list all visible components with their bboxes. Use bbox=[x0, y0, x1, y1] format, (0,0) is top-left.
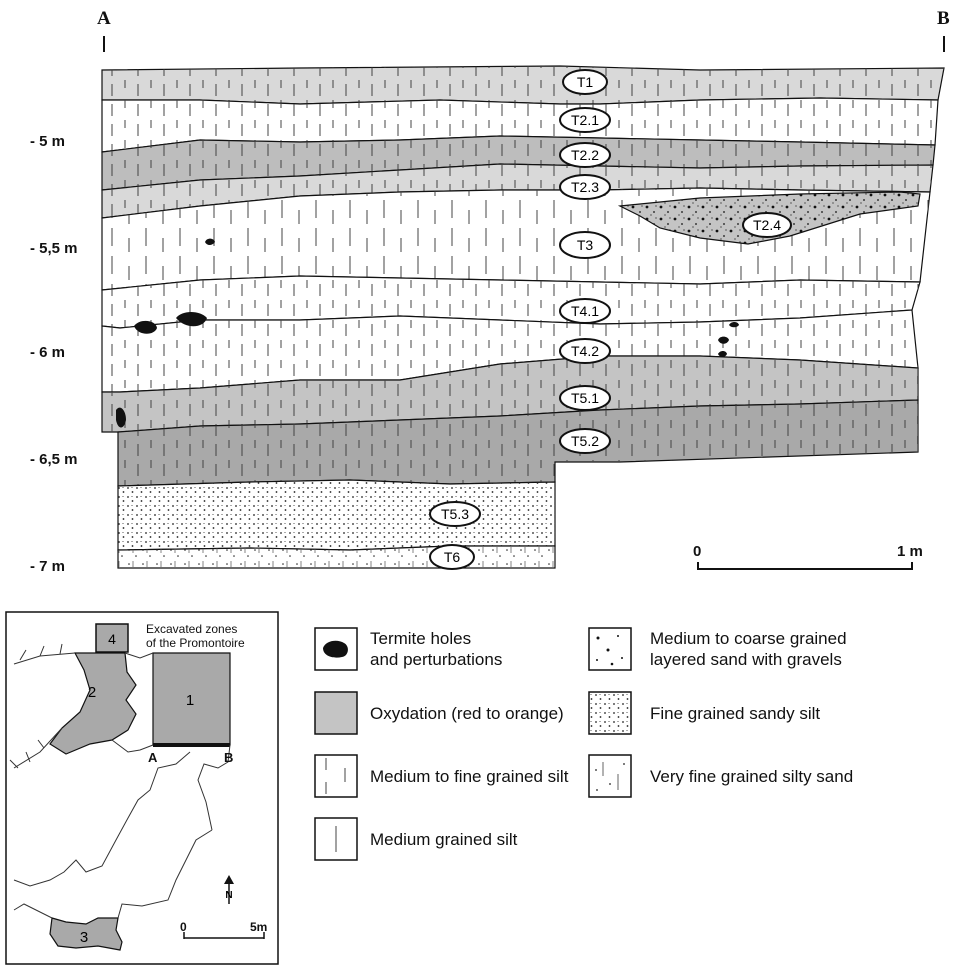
svg-text:T4.1: T4.1 bbox=[571, 303, 599, 319]
legend-label-medium-fine-silt: Medium to fine grained silt bbox=[370, 767, 569, 786]
zone-2-area bbox=[49, 652, 137, 755]
zone-1-label: 1 bbox=[186, 692, 194, 709]
zone-3-area bbox=[49, 917, 123, 951]
svg-text:T2.3: T2.3 bbox=[571, 179, 599, 195]
layer-label-t2-3: T2.3 bbox=[559, 174, 611, 200]
termite-hole bbox=[205, 238, 215, 245]
legend-swatch-oxydation bbox=[314, 691, 358, 735]
depth-label-6-5m: - 6,5 m bbox=[30, 451, 78, 468]
svg-text:T2.4: T2.4 bbox=[753, 217, 781, 233]
legend-label-coarse-sand: Medium to coarse grained layered sand wit… bbox=[650, 629, 847, 669]
svg-text:T4.2: T4.2 bbox=[571, 343, 599, 359]
section-endpoint-b: B bbox=[937, 8, 950, 29]
svg-text:T2.2: T2.2 bbox=[571, 147, 599, 163]
termite-hole bbox=[718, 336, 729, 344]
zone-2-label: 2 bbox=[88, 684, 96, 701]
layer-label-t2-2: T2.2 bbox=[559, 142, 611, 168]
legend-swatch-silty-sand bbox=[588, 754, 632, 798]
svg-text:T5.1: T5.1 bbox=[571, 390, 599, 406]
layer-label-t1: T1 bbox=[562, 69, 608, 95]
termite-hole bbox=[116, 407, 126, 428]
layer-label-t6: T6 bbox=[429, 544, 475, 570]
legend-swatch-termite bbox=[314, 627, 358, 671]
scale-label-one-meter: 1 m bbox=[897, 543, 923, 560]
layer-label-t2-4: T2.4 bbox=[742, 212, 792, 238]
termite-hole bbox=[729, 322, 739, 328]
inset-scale-zero: 0 bbox=[180, 920, 187, 934]
depth-label-5m: - 5 m bbox=[30, 133, 66, 150]
svg-text:T1: T1 bbox=[577, 74, 594, 90]
zone-3-label: 3 bbox=[80, 929, 88, 946]
scale-label-zero: 0 bbox=[693, 543, 702, 560]
legend-label-silty-sand: Very fine grained silty sand bbox=[650, 767, 854, 786]
svg-text:T5.3: T5.3 bbox=[441, 506, 469, 522]
legend-label-medium-silt: Medium grained silt bbox=[370, 830, 518, 849]
depth-label-5-5m: - 5,5 m bbox=[30, 240, 78, 257]
layer-label-t5-2: T5.2 bbox=[559, 428, 611, 454]
depth-label-7m: - 7 m bbox=[30, 558, 66, 575]
inset-scale-bar bbox=[183, 932, 265, 939]
svg-text:T2.1: T2.1 bbox=[571, 112, 599, 128]
legend-label-oxydation: Oxydation (red to orange) bbox=[370, 704, 564, 723]
legend-label-termite: Termite holes and perturbations bbox=[370, 629, 503, 669]
zone-4-label: 4 bbox=[108, 631, 116, 647]
legend-swatch-medium-silt bbox=[314, 817, 358, 861]
section-point-a: A bbox=[148, 750, 158, 765]
svg-text:T3: T3 bbox=[577, 237, 594, 253]
section-endpoint-a: A bbox=[97, 8, 111, 29]
layer-label-t5-1: T5.1 bbox=[559, 385, 611, 411]
termite-hole bbox=[718, 351, 727, 357]
svg-text:T5.2: T5.2 bbox=[571, 433, 599, 449]
legend-swatch-medium-fine-silt bbox=[314, 754, 358, 798]
section-point-b: B bbox=[224, 750, 234, 765]
layer-label-t2-1: T2.1 bbox=[559, 107, 611, 133]
zone-4-legend-swatch bbox=[95, 623, 129, 653]
depth-label-6m: - 6 m bbox=[30, 344, 66, 361]
layer-label-t4-1: T4.1 bbox=[559, 298, 611, 324]
layer-label-t5-3: T5.3 bbox=[429, 501, 481, 527]
termite-hole bbox=[134, 320, 157, 334]
inset-scale-end: 5m bbox=[250, 920, 268, 934]
north-arrow-icon: N bbox=[224, 875, 234, 904]
inset-map-frame bbox=[5, 611, 279, 965]
legend-swatch-coarse-sand bbox=[588, 627, 632, 671]
inset-map-title: Excavated zones of the Promontoire bbox=[146, 622, 245, 650]
termite-hole bbox=[176, 312, 207, 327]
section-scale-bar bbox=[697, 562, 913, 570]
svg-text:T6: T6 bbox=[444, 549, 461, 565]
legend-swatch-sandy-silt bbox=[588, 691, 632, 735]
layer-label-t3: T3 bbox=[559, 231, 611, 259]
svg-text:N: N bbox=[225, 890, 232, 901]
legend-label-sandy-silt: Fine grained sandy silt bbox=[650, 704, 821, 723]
layer-label-t4-2: T4.2 bbox=[559, 338, 611, 364]
